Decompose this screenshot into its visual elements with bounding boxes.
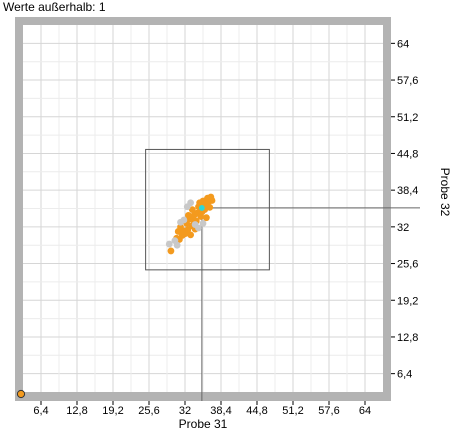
y-tick-label: 38,4 [397,185,418,197]
x-axis-title: Probe 31 [179,417,228,431]
data-point[interactable] [187,231,195,239]
y-axis-ticks: 6,4 12,8 19,2 25,6 32 38,4 44,8 51,2 57,6 64 [391,38,418,381]
data-point[interactable] [188,206,196,214]
x-tick-label: 38,4 [210,405,231,417]
y-tick-label: 51,2 [397,112,418,124]
selected-point[interactable] [197,203,206,213]
y-tick-label: 32 [397,222,409,234]
crosshair [201,207,420,401]
data-point-secondary[interactable] [171,237,179,245]
y-tick-label: 6,4 [397,369,412,381]
y-tick-label: 44,8 [397,148,418,160]
y-tick-label: 19,2 [397,295,418,307]
x-tick-label: 32 [179,405,191,417]
x-tick-label: 19,2 [102,405,123,417]
x-tick-label: 44,8 [246,405,267,417]
zoom-box[interactable] [145,148,270,271]
y-tick-label: 57,6 [397,75,418,87]
data-point-secondary[interactable] [177,218,184,226]
data-point[interactable] [167,247,175,255]
x-tick-label: 6,4 [33,405,48,417]
data-point[interactable] [179,229,187,236]
data-point-secondary[interactable] [195,224,202,232]
outliers-count-label: Werte außerhalb: 1 [3,0,106,14]
data-point-secondary[interactable] [199,220,207,227]
y-axis-title: Probe 32 [438,168,452,217]
grid-lines [23,25,383,392]
data-point-secondary[interactable] [165,240,173,248]
y-tick-label: 64 [397,38,409,50]
data-point[interactable] [206,203,214,211]
x-tick-label: 51,2 [282,405,303,417]
x-tick-label: 12,8 [66,405,87,417]
x-tick-label: 57,6 [318,405,339,417]
outlier-point[interactable] [16,389,26,399]
data-point-secondary[interactable] [187,199,195,207]
y-tick-label: 25,6 [397,259,418,271]
data-point[interactable] [202,214,210,222]
data-point[interactable] [184,211,192,219]
data-points [16,193,216,399]
y-tick-label: 12,8 [397,332,418,344]
x-axis-ticks: 6,4 12,8 19,2 25,6 32 38,4 44,8 51,2 57,6 64 [33,401,371,417]
x-tick-label: 25,6 [138,405,159,417]
x-tick-label: 64 [359,405,371,417]
data-point[interactable] [208,197,216,204]
